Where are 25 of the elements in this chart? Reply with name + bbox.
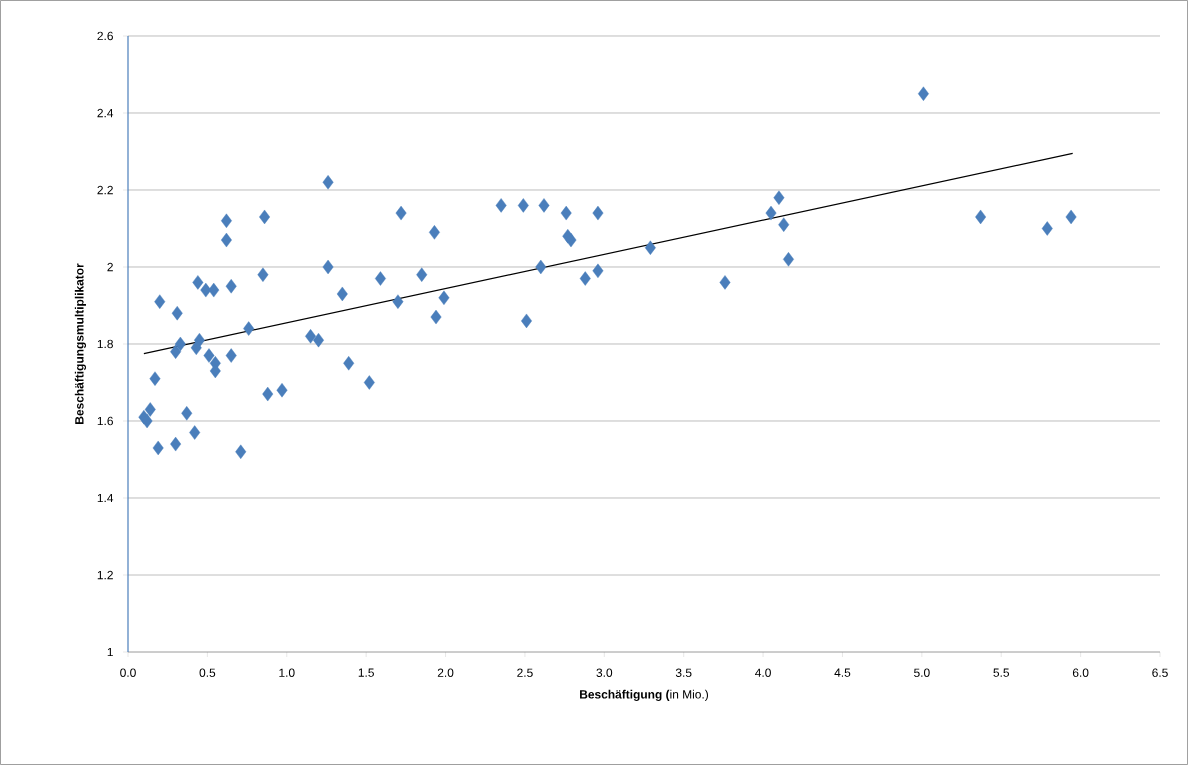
- x-axis-title: Beschäftigung (in Mio.): [580, 689, 708, 702]
- x-tick-label: 5.5: [993, 668, 1010, 677]
- x-tick-label: 0.0: [120, 668, 136, 677]
- y-tick-label: 1.2: [97, 570, 113, 580]
- x-tick-label: 5.0: [914, 668, 930, 677]
- y-tick-label: 2.2: [97, 185, 113, 195]
- y-tick-label: 1: [107, 647, 113, 657]
- y-axis-title: Beschäftigungsmultiplikator: [74, 263, 87, 424]
- x-tick-label: 2.5: [517, 668, 533, 677]
- x-tick-label: 6.0: [1072, 668, 1089, 677]
- x-tick-label: 3.5: [675, 668, 692, 677]
- x-tick-label: 1.5: [358, 668, 374, 677]
- x-tick-label: 6.5: [1152, 668, 1168, 677]
- x-tick-label: 1.0: [279, 668, 295, 677]
- x-tick-label: 4.5: [834, 668, 851, 677]
- y-tick-label: 1.8: [97, 339, 113, 349]
- y-tick-label: 2.6: [97, 31, 113, 41]
- y-tick-label: 1.6: [97, 416, 113, 426]
- x-tick-label: 3.0: [596, 668, 613, 677]
- y-tick-label: 2: [107, 262, 113, 272]
- y-tick-label: 2.4: [97, 108, 114, 118]
- x-tick-label: 2.0: [437, 668, 454, 677]
- y-tick-label: 1.4: [97, 493, 114, 503]
- x-tick-label: 4.0: [755, 668, 771, 677]
- x-tick-label: 0.5: [199, 668, 216, 677]
